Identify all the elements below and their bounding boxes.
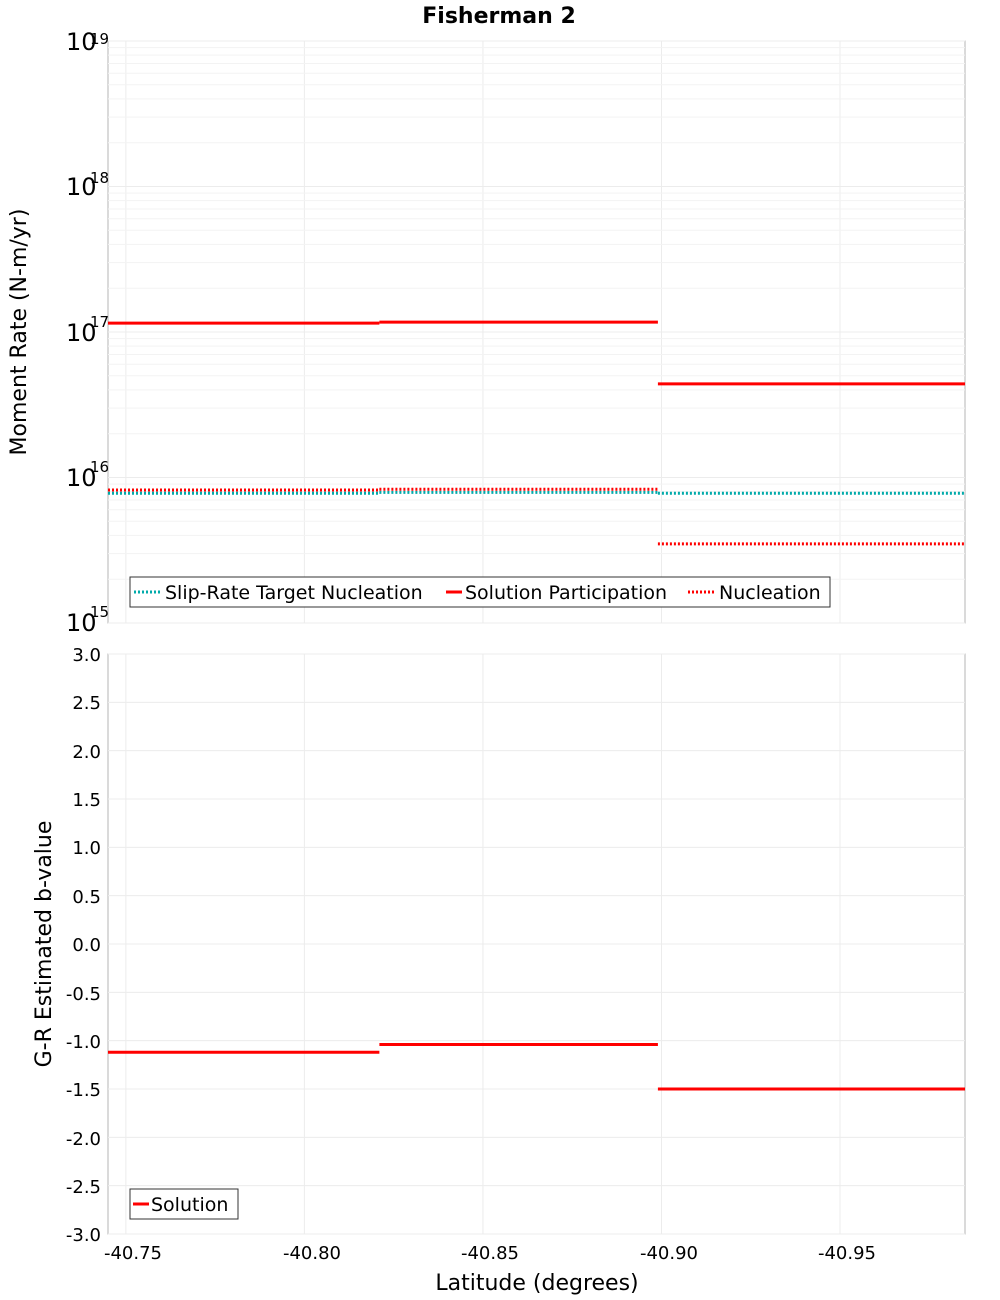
y-tick-exponent: 17 xyxy=(90,313,109,331)
legend-label-solution-participation: Solution Participation xyxy=(465,582,667,604)
y-tick-label: -1.0 xyxy=(66,1032,101,1053)
y-tick-exponent: 18 xyxy=(90,169,109,187)
moment-rate-y-ticks: 10 19 10 18 10 17 10 16 10 15 xyxy=(66,28,109,637)
x-ticks: -40.75 -40.80 -40.85 -40.90 -40.95 xyxy=(104,1243,876,1264)
y-tick-label: 1.5 xyxy=(72,790,101,811)
y-tick-label: -1.5 xyxy=(66,1080,101,1101)
y-tick-label: 1.0 xyxy=(72,838,101,859)
y-tick-label: 0.5 xyxy=(72,887,101,908)
legend-label-solution: Solution xyxy=(151,1194,228,1216)
y-tick-label: 2.5 xyxy=(72,693,101,714)
y-tick-label: 3.0 xyxy=(72,645,101,666)
x-tick-label: -40.85 xyxy=(461,1243,519,1264)
x-tick-label: -40.80 xyxy=(283,1243,341,1264)
y-tick-1e19: 10 19 xyxy=(66,28,109,56)
y-tick-label: -2.5 xyxy=(66,1177,101,1198)
moment-rate-legend: Slip-Rate Target Nucleation Solution Par… xyxy=(129,576,831,608)
b-value-series xyxy=(108,1043,965,1091)
y-tick-label: 2.0 xyxy=(72,742,101,763)
b-value-legend: Solution xyxy=(129,1188,239,1220)
moment-rate-panel: 10 19 10 18 10 17 10 16 10 15 xyxy=(7,28,966,637)
x-tick-label: -40.95 xyxy=(818,1243,876,1264)
y-tick-label: -0.5 xyxy=(66,984,101,1005)
b-value-y-ticks: 3.0 2.5 2.0 1.5 1.0 0.5 0.0 -0.5 -1.0 -1… xyxy=(66,645,101,1246)
y-tick-1e15: 10 15 xyxy=(66,603,109,637)
y-tick-1e16: 10 16 xyxy=(66,458,109,492)
b-value-panel: 3.0 2.5 2.0 1.5 1.0 0.5 0.0 -0.5 -1.0 -1… xyxy=(32,645,966,1296)
y-tick-label: -2.0 xyxy=(66,1129,101,1150)
y-tick-exponent: 15 xyxy=(90,603,109,621)
y-tick-1e17: 10 17 xyxy=(66,313,109,347)
legend-label-nucleation: Nucleation xyxy=(719,582,821,604)
y-tick-exponent: 19 xyxy=(90,30,109,48)
y-tick-exponent: 16 xyxy=(90,458,109,476)
moment-rate-series xyxy=(108,320,965,546)
legend-label-slip-rate-target: Slip-Rate Target Nucleation xyxy=(165,582,423,604)
y-tick-base: 10 xyxy=(66,28,97,56)
moment-rate-grid xyxy=(108,40,965,624)
y-tick-1e18: 10 18 xyxy=(66,169,109,201)
chart-title: Fisherman 2 xyxy=(422,4,576,29)
y-tick-base: 10 xyxy=(66,609,97,637)
x-tick-label: -40.75 xyxy=(104,1243,162,1264)
moment-rate-y-axis-label: Moment Rate (N-m/yr) xyxy=(7,209,32,456)
y-tick-base: 10 xyxy=(66,464,97,492)
y-tick-label: 0.0 xyxy=(72,935,101,956)
x-axis-label: Latitude (degrees) xyxy=(435,1271,638,1296)
x-tick-label: -40.90 xyxy=(640,1243,698,1264)
y-tick-label: -3.0 xyxy=(66,1225,101,1246)
y-tick-base: 10 xyxy=(66,173,97,201)
y-tick-base: 10 xyxy=(66,319,97,347)
b-value-y-axis-label: G-R Estimated b-value xyxy=(32,821,57,1068)
